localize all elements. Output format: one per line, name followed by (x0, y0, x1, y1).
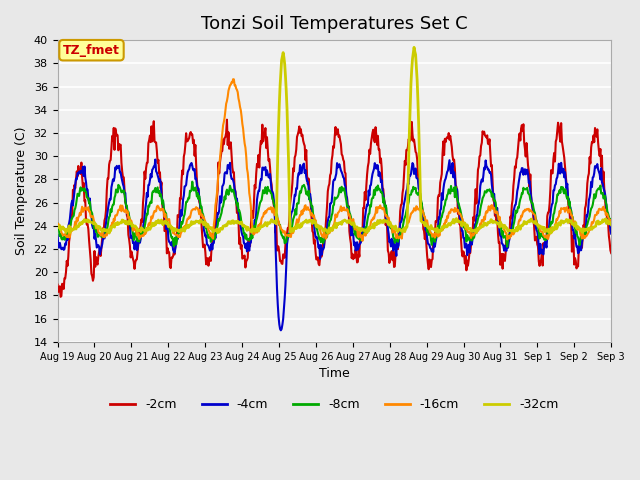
Legend: -2cm, -4cm, -8cm, -16cm, -32cm: -2cm, -4cm, -8cm, -16cm, -32cm (105, 394, 564, 417)
Text: TZ_fmet: TZ_fmet (63, 44, 120, 57)
Title: Tonzi Soil Temperatures Set C: Tonzi Soil Temperatures Set C (201, 15, 468, 33)
X-axis label: Time: Time (319, 367, 349, 380)
Y-axis label: Soil Temperature (C): Soil Temperature (C) (15, 127, 28, 255)
